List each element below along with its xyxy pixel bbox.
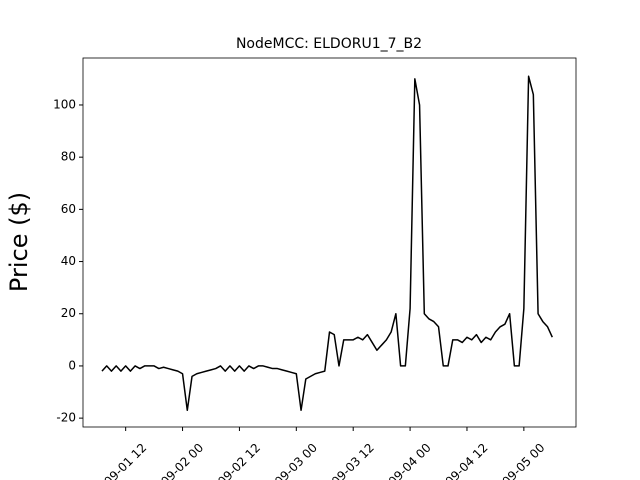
y-tick-label: 80 <box>61 150 76 164</box>
x-tick-label: 09-02 00 <box>158 441 206 480</box>
y-tick-label: -20 <box>56 411 76 425</box>
x-tick-label: 09-03 12 <box>329 441 377 480</box>
y-tick-label: 20 <box>61 306 76 320</box>
y-tick-label: 0 <box>68 358 76 372</box>
x-tick-label: 09-04 00 <box>386 441 434 480</box>
y-tick-label: 40 <box>61 254 76 268</box>
x-tick-label: 09-05 00 <box>499 441 547 480</box>
y-tick-label: 100 <box>53 97 76 111</box>
x-tick-label: 09-03 00 <box>272 441 320 480</box>
x-tick-label: 09-01 12 <box>101 441 149 480</box>
x-tick-label: 09-04 12 <box>443 441 491 480</box>
y-axis-label: Price ($) <box>5 192 33 292</box>
plot-frame <box>82 57 577 428</box>
x-tick-label: 09-02 12 <box>215 441 263 480</box>
y-tick-label: 60 <box>61 202 76 216</box>
line <box>101 75 553 412</box>
chart-title: NodeMCC: ELDORU1_7_B2 <box>236 36 422 52</box>
